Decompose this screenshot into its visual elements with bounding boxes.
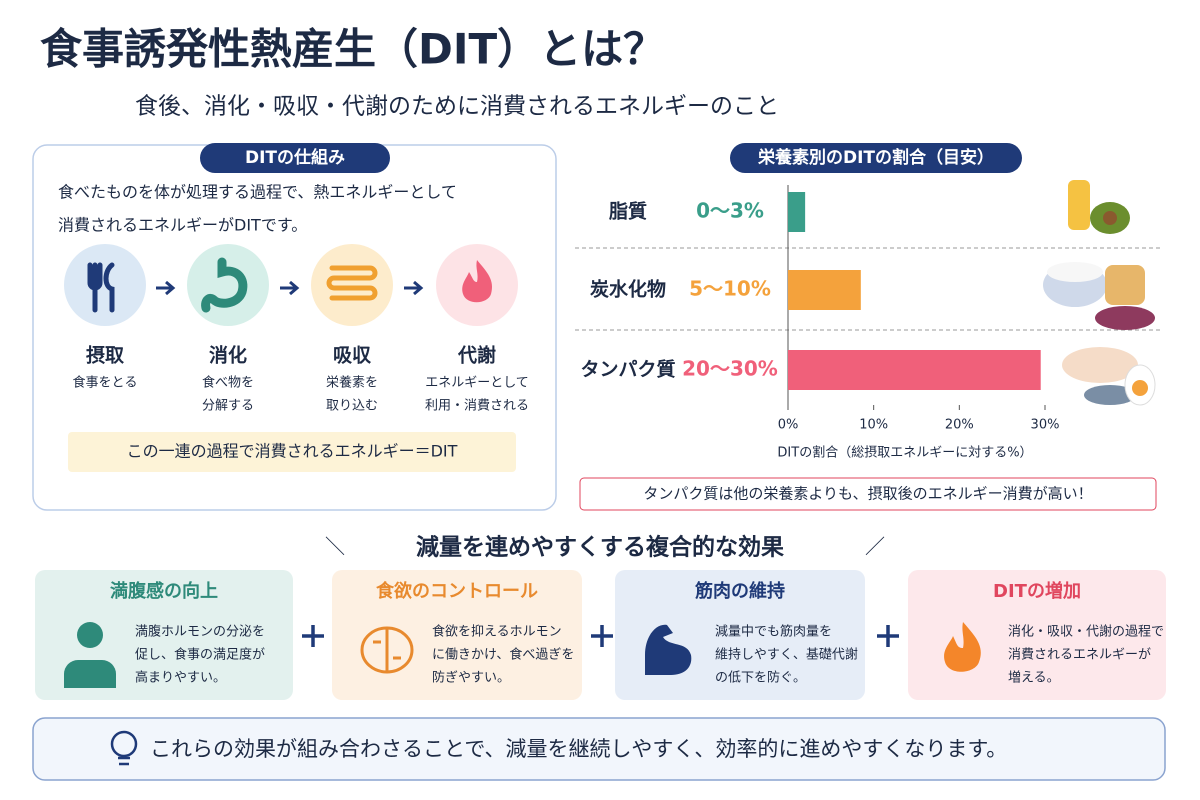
footer-box — [32, 717, 1166, 781]
card-text: 維持しやすく、基礎代謝 — [715, 648, 858, 663]
icon — [944, 622, 981, 672]
card-text: 防ぎやすい。 — [432, 670, 510, 686]
card-text: 減量中でも筋肉量を — [715, 624, 832, 640]
card-text: 高まりやすい。 — [135, 670, 226, 686]
plus-sign — [591, 625, 613, 647]
decoration: ＼ — [325, 535, 345, 559]
x-tick-label: 20% — [945, 418, 974, 433]
icon — [360, 626, 414, 674]
title: 食事誘発性熱産生（DIT）とは？ — [40, 25, 665, 74]
step-text: 取り込む — [326, 399, 378, 414]
icon — [77, 622, 103, 648]
note: この一連の過程で消費されるエネルギー＝DIT — [127, 442, 458, 461]
card-text: 消化・吸収・代謝の過程で — [1008, 625, 1164, 640]
x-tick-label: 0% — [778, 418, 799, 433]
card-text: の低下を防ぐ。 — [715, 670, 806, 686]
description: 消費されるエネルギーがDITです。 — [58, 216, 307, 235]
footer: これらの効果が組み合わさることで、減量を継続しやすく、効率的に進めやすくなります… — [150, 737, 1007, 761]
food-icons — [1043, 180, 1156, 406]
icon — [64, 660, 116, 688]
bulb-icon — [110, 730, 138, 766]
card-title: 筋肉の維持 — [695, 580, 785, 602]
step-name: 消化 — [209, 344, 247, 367]
step-text: 食べ物を — [202, 375, 254, 391]
description: 食べたものを体が処理する過程で、熱エネルギーとして — [58, 183, 457, 202]
category-label: 脂質 — [609, 200, 647, 223]
bar — [788, 192, 806, 232]
effects-heading: 減量を連めやすくする複合的な効果 — [416, 534, 784, 561]
decoration: ／ — [865, 535, 885, 559]
step-text: 栄養素を — [326, 375, 378, 391]
bar — [788, 270, 861, 310]
card-title: 食欲のコントロール — [375, 580, 538, 602]
category-label: 炭水化物 — [590, 278, 666, 301]
chart-title: 栄養素別のDITの割合（目安） — [757, 147, 994, 168]
badge-text: DITの仕組み — [245, 147, 345, 168]
chart-note-box — [579, 477, 1157, 511]
range-label: 0～3% — [696, 199, 764, 223]
effect-card — [332, 570, 582, 700]
card-title: DITの増加 — [993, 580, 1081, 602]
range-label: 5～10% — [689, 277, 771, 301]
note-box — [68, 432, 516, 472]
range-label: 20～30% — [682, 357, 778, 381]
card-text: 消費されるエネルギーが — [1008, 648, 1151, 663]
card-text: 促し、食事の満足度が — [135, 647, 265, 663]
step-name: 吸収 — [333, 345, 372, 367]
x-axis-label: DITの割合（総摂取エネルギーに対する%） — [777, 445, 1032, 461]
step-text: エネルギーとして — [425, 376, 529, 391]
step-name: 代謝 — [457, 344, 496, 367]
x-tick-label: 30% — [1031, 418, 1060, 433]
dit-chart: 栄養素別のDITの割合（目安） DITの割合（総摂取エネルギーに対する%） タン… — [575, 143, 1160, 511]
card-text: 増える。 — [1008, 671, 1060, 686]
card-text: に働きかけ、食べ過ぎを — [432, 647, 574, 663]
category-label: タンパク質 — [580, 358, 675, 381]
step-name: 摂取 — [86, 344, 124, 367]
card-title: 満腹感の向上 — [110, 580, 218, 602]
step-text: 利用・消費される — [425, 399, 529, 414]
subtitle: 食後、消化・吸収・代謝のために消費されるエネルギーのこと — [135, 94, 779, 120]
step-icons — [64, 244, 518, 326]
card-text: 満腹ホルモンの分泌を — [135, 624, 265, 640]
plus-sign — [877, 625, 899, 647]
bar — [788, 350, 1041, 390]
badge — [730, 143, 1022, 173]
x-tick-label: 10% — [859, 418, 888, 433]
step-text: 食事をとる — [72, 375, 137, 391]
chart-note: タンパク質は他の栄養素よりも、摂取後のエネルギー消費が高い！ — [643, 485, 1092, 503]
plus-sign — [302, 625, 324, 647]
icon — [645, 624, 692, 675]
badge — [200, 143, 390, 173]
step-text: 分解する — [202, 399, 254, 414]
card-text: 食欲を抑えるホルモン — [432, 624, 562, 640]
